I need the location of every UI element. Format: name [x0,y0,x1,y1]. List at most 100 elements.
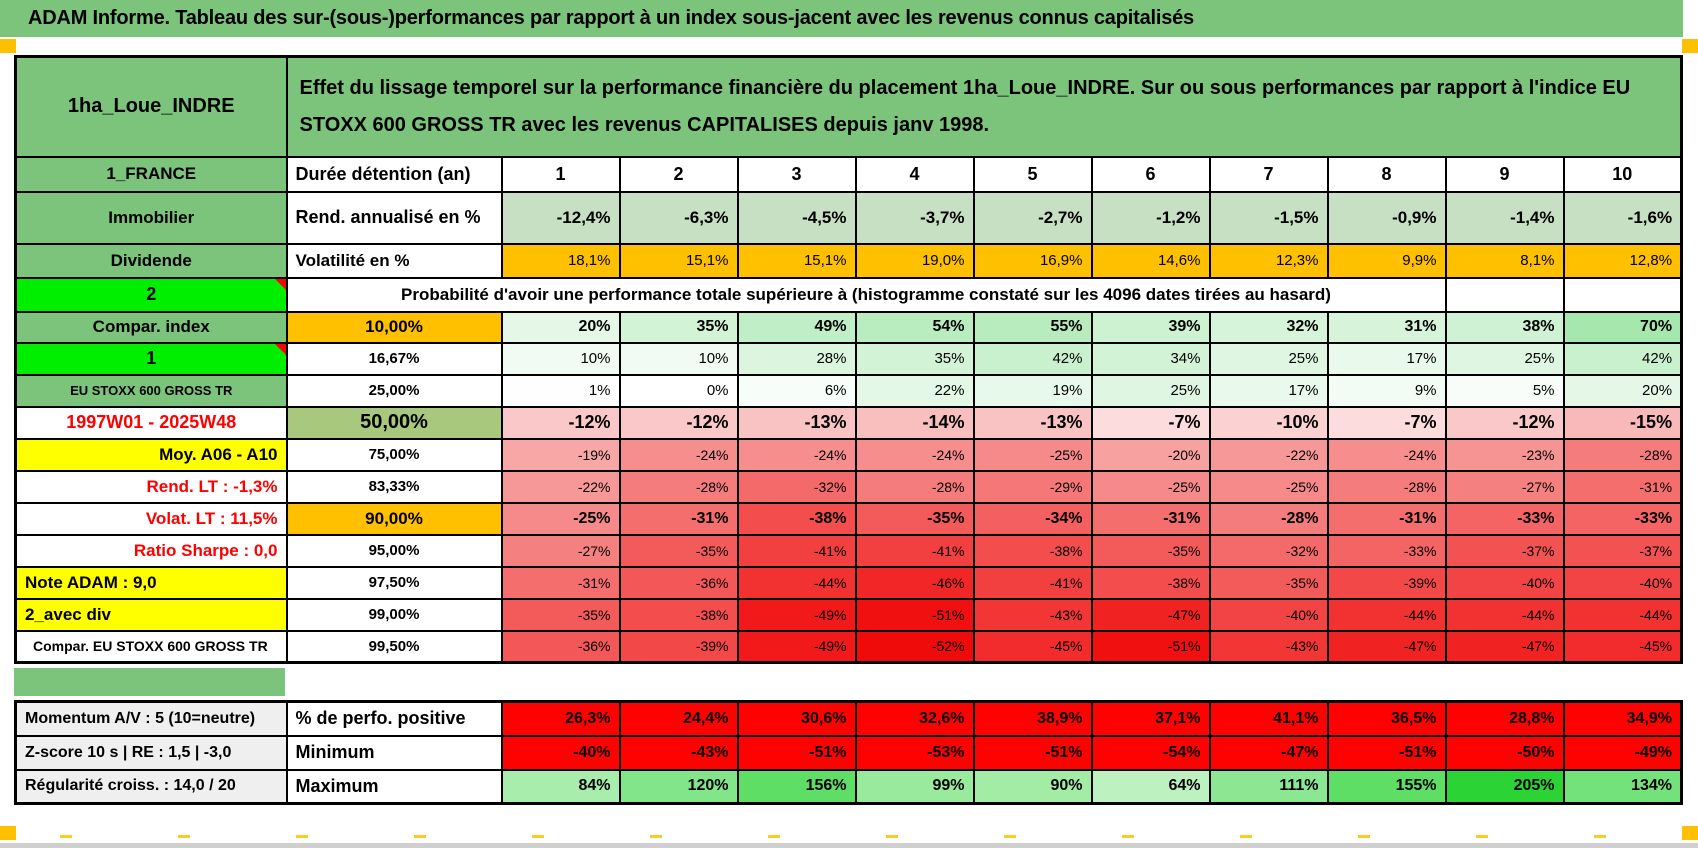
data-cell[interactable]: -31% [500,565,621,600]
data-cell[interactable]: 22% [854,373,975,408]
row-label-cell[interactable]: Dividende [14,242,288,279]
row-label-cell[interactable]: Régularité croiss. : 14,0 / 20 [14,768,288,805]
data-cell[interactable]: 32,6% [854,700,975,737]
row-header-cell[interactable]: 83,33% [285,469,503,504]
data-cell[interactable]: 42% [972,341,1093,376]
data-cell[interactable]: 205% [1444,768,1565,805]
row-label-cell[interactable]: Moy. A06 - A10 [14,437,288,472]
data-cell[interactable]: 0% [618,373,739,408]
data-cell[interactable]: 111% [1208,768,1329,805]
data-cell[interactable]: -7% [1090,405,1211,440]
data-cell[interactable]: -12% [618,405,739,440]
table-description-cell[interactable]: Effet du lissage temporel sur la perform… [285,55,1683,158]
data-cell[interactable]: -13% [972,405,1093,440]
data-cell[interactable]: -3,7% [854,190,975,245]
data-cell[interactable]: -47% [1326,629,1447,664]
data-cell[interactable]: 28,8% [1444,700,1565,737]
row-label-cell[interactable]: Volat. LT : 11,5% [14,501,288,536]
data-cell[interactable]: 28% [736,341,857,376]
data-cell[interactable]: -53% [854,734,975,771]
data-cell[interactable]: -28% [1326,469,1447,504]
data-cell[interactable]: 84% [500,768,621,805]
data-cell[interactable]: 24,4% [618,700,739,737]
data-cell[interactable]: -52% [854,629,975,664]
row-header-cell[interactable]: Minimum [285,734,503,771]
row-label-cell[interactable]: Z-score 10 s | RE : 1,5 | -3,0 [14,734,288,771]
data-cell[interactable]: -23% [1444,437,1565,472]
data-cell[interactable]: -6,3% [618,190,739,245]
data-cell[interactable]: -31% [1326,501,1447,536]
row-label-cell[interactable]: 1 [14,341,288,376]
data-cell[interactable]: -7% [1326,405,1447,440]
data-cell[interactable]: -34% [972,501,1093,536]
data-cell[interactable]: -40% [500,734,621,771]
data-cell[interactable]: 41,1% [1208,700,1329,737]
row-header-cell[interactable]: 95,00% [285,533,503,568]
data-cell[interactable]: 14,6% [1090,242,1211,279]
data-cell[interactable]: -35% [500,597,621,632]
data-cell[interactable]: -20% [1090,437,1211,472]
data-cell[interactable]: -44% [1326,597,1447,632]
data-cell[interactable]: 25% [1444,341,1565,376]
empty-cell[interactable] [1444,276,1565,313]
data-cell[interactable]: 25% [1090,373,1211,408]
data-cell[interactable]: -43% [618,734,739,771]
data-cell[interactable]: -43% [972,597,1093,632]
data-cell[interactable]: -33% [1444,501,1565,536]
data-cell[interactable]: 26,3% [500,700,621,737]
data-cell[interactable]: -50% [1444,734,1565,771]
row-header-cell[interactable]: 97,50% [285,565,503,600]
row-header-cell[interactable]: Maximum [285,768,503,805]
data-cell[interactable]: -44% [736,565,857,600]
data-cell[interactable]: -28% [1562,437,1683,472]
data-cell[interactable]: -27% [1444,469,1565,504]
data-cell[interactable]: -10% [1208,405,1329,440]
data-cell[interactable]: -40% [1208,597,1329,632]
data-cell[interactable]: -0,9% [1326,190,1447,245]
data-cell[interactable]: -25% [500,501,621,536]
data-cell[interactable]: 64% [1090,768,1211,805]
data-cell[interactable]: 6% [736,373,857,408]
row-header-cell[interactable]: 10,00% [285,310,503,344]
data-cell[interactable]: -13% [736,405,857,440]
data-cell[interactable]: -31% [618,501,739,536]
data-cell[interactable]: -49% [736,597,857,632]
data-cell[interactable]: -28% [854,469,975,504]
data-cell[interactable]: -25% [1208,469,1329,504]
data-cell[interactable]: -24% [618,437,739,472]
data-cell[interactable]: 1% [500,373,621,408]
data-cell[interactable]: 1 [500,155,621,193]
data-cell[interactable]: -36% [618,565,739,600]
data-cell[interactable]: -38% [618,597,739,632]
data-cell[interactable]: 31% [1326,310,1447,344]
row-header-cell[interactable]: 50,00% [285,405,503,440]
empty-cell[interactable] [1562,276,1683,313]
data-cell[interactable]: -12% [500,405,621,440]
data-cell[interactable]: -25% [972,437,1093,472]
data-cell[interactable]: -22% [500,469,621,504]
data-cell[interactable]: -1,5% [1208,190,1329,245]
data-cell[interactable]: -44% [1444,597,1565,632]
row-label-cell[interactable]: 1997W01 - 2025W48 [14,405,288,440]
data-cell[interactable]: -32% [1208,533,1329,568]
data-cell[interactable]: -41% [972,565,1093,600]
data-cell[interactable]: -47% [1444,629,1565,664]
data-cell[interactable]: 34,9% [1562,700,1683,737]
data-cell[interactable]: 34% [1090,341,1211,376]
data-cell[interactable]: -37% [1562,533,1683,568]
data-cell[interactable]: -43% [1208,629,1329,664]
data-cell[interactable]: -49% [1562,734,1683,771]
data-cell[interactable]: -51% [972,734,1093,771]
data-cell[interactable]: -35% [1090,533,1211,568]
data-cell[interactable]: 15,1% [618,242,739,279]
data-cell[interactable]: -37% [1444,533,1565,568]
row-header-cell[interactable]: 99,00% [285,597,503,632]
data-cell[interactable]: 20% [1562,373,1683,408]
data-cell[interactable]: -44% [1562,597,1683,632]
data-cell[interactable]: 12,3% [1208,242,1329,279]
data-cell[interactable]: 19,0% [854,242,975,279]
data-cell[interactable]: -4,5% [736,190,857,245]
row-label-cell[interactable]: Rend. LT : -1,3% [14,469,288,504]
data-cell[interactable]: -38% [1090,565,1211,600]
data-cell[interactable]: 32% [1208,310,1329,344]
